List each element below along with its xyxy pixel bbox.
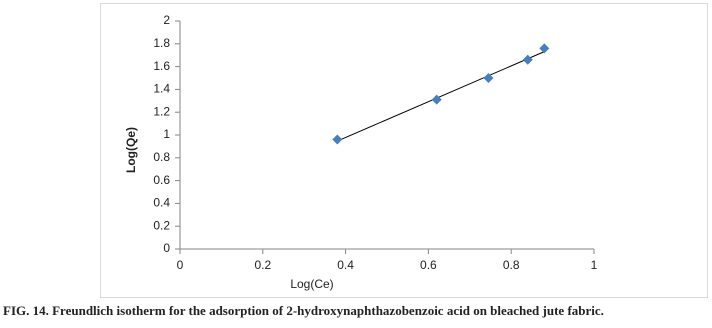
x-tick-label: 0.6 [420,258,437,272]
point [539,43,550,54]
y-tick-label: 1.2 [153,104,170,118]
caption: FIG. 14. Freundlich isotherm for the ads… [3,303,604,318]
point [522,54,533,65]
y-tick-label: 2 [163,13,170,27]
y-tick-label: 1.6 [153,59,170,73]
y-tick-label: 1 [163,127,170,141]
x-axis-label: Log(Ce) [290,277,333,291]
x-tick-label: 0.4 [337,258,354,272]
y-tick-label: 1.4 [153,82,170,96]
y-tick-label: 1.8 [153,36,170,50]
x-tick-label: 0.2 [254,258,271,272]
y-axis-label: Log(Qe) [124,127,138,173]
trendline [337,51,545,142]
y-tick-label: 0.8 [153,150,170,164]
point [431,94,442,105]
x-tick-label: 1 [591,258,598,272]
point [332,134,343,145]
x-tick-label: 0.8 [503,258,520,272]
chart-border [100,3,708,298]
y-tick-label: 0.6 [153,173,170,187]
y-tick-label: 0 [163,241,170,255]
y-tick-label: 0.4 [153,196,170,210]
y-tick-label: 0.2 [153,218,170,232]
x-tick-label: 0 [177,258,184,272]
point [483,73,494,83]
